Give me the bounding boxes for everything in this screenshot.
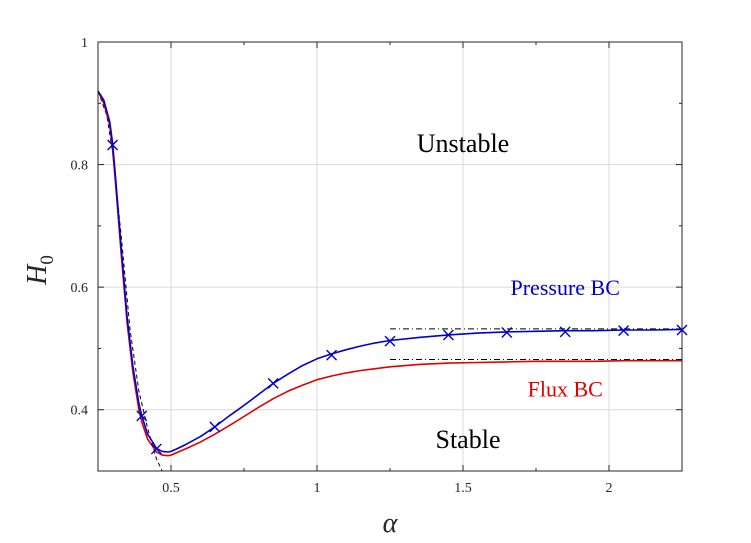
- y-tick-label: 0.8: [71, 159, 89, 174]
- series-label-flux-bc: Flux BC: [528, 376, 603, 401]
- y-tick-label: 0.4: [71, 404, 89, 419]
- x-tick-label: 1: [314, 481, 321, 496]
- x-tick-label: 0.5: [162, 481, 180, 496]
- y-tick-label: 1: [81, 36, 88, 51]
- axes-box: [97, 41, 683, 472]
- data-point-marker: [107, 139, 119, 151]
- data-point-marker: [136, 410, 148, 422]
- region-label-unstable: Unstable: [417, 129, 509, 158]
- y-axis-label-subscript: 0: [37, 255, 58, 265]
- y-axis-label: H0: [22, 255, 58, 286]
- data-point-marker: [618, 325, 630, 337]
- y-axis-label-main: H: [22, 263, 53, 286]
- data-point-marker: [559, 326, 571, 338]
- region-label-stable: Stable: [436, 425, 501, 454]
- series-label-pressure-bc: Pressure BC: [511, 275, 620, 300]
- x-axis-label: α: [383, 508, 399, 539]
- x-tick-label: 2: [606, 481, 613, 496]
- data-point-marker: [384, 335, 396, 347]
- data-point-marker: [267, 377, 279, 389]
- data-point-marker: [326, 349, 338, 361]
- small-alpha-asymptote: [97, 90, 163, 472]
- data-point-marker: [501, 326, 513, 338]
- axis-ticks: 0.5 1 1.5 2 0.4 0.6 0.8 1: [71, 36, 683, 496]
- data-point-marker: [209, 421, 221, 433]
- y-tick-label: 0.6: [71, 281, 89, 296]
- grid: [98, 41, 682, 471]
- x-tick-label: 1.5: [454, 481, 472, 496]
- curves: [97, 90, 683, 472]
- data-point-marker: [442, 329, 454, 341]
- data-point-marker: [150, 443, 162, 455]
- markers: [107, 139, 688, 455]
- series-line-pressure-bc: [97, 90, 683, 453]
